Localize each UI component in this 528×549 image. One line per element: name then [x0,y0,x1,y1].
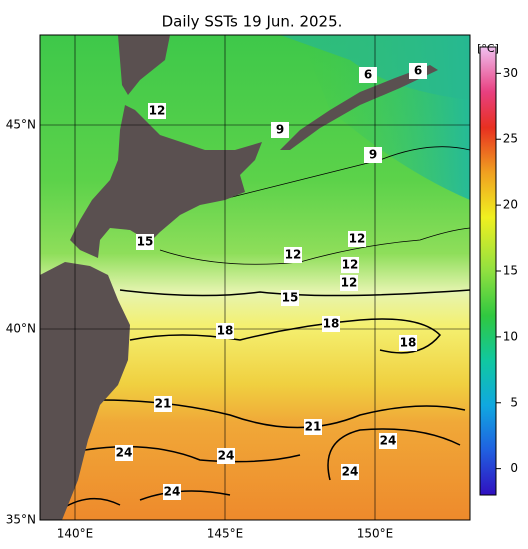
contour-label-box [359,67,377,83]
contour-label: 21 [305,420,322,434]
contour-label-box [163,484,181,500]
lon-label: 140°E [57,527,94,541]
contour-label-box [341,257,359,273]
contour-label: 24 [164,485,181,499]
lat-label: 45°N [6,118,36,132]
lat-label: 35°N [6,513,36,527]
contour-label: 15 [282,291,299,305]
contour-label: 24 [380,434,397,448]
contour-label-box [136,234,154,250]
contour-label: 18 [217,324,234,338]
contour-label: 12 [285,248,302,262]
contour-label: 6 [414,64,422,78]
lat-label: 40°N [6,322,36,336]
contour-label: 18 [323,317,340,331]
contour-label-box [341,464,359,480]
colorbar-tick-label: 30 [503,66,518,80]
contour-label-box [216,323,234,339]
map-title: Daily SSTs 19 Jun. 2025. [162,13,343,31]
contour-label: 9 [276,123,284,137]
contour-label: 24 [342,465,359,479]
contour-label-box [115,445,133,461]
contour-label: 9 [369,148,377,162]
contour-label-box [304,419,322,435]
land [40,35,438,520]
contour-label: 21 [155,397,172,411]
contour-label-box [154,396,172,412]
contour-label-box [148,103,166,119]
contour-label-box [271,122,289,138]
contour-label-box [364,147,382,163]
contour-label-box [217,448,235,464]
contour-label: 12 [149,104,166,118]
contour-label-box [348,231,366,247]
contour-label-box [379,433,397,449]
lon-label: 145°E [207,527,244,541]
contour-label-box [399,335,417,351]
contour-label: 24 [218,449,235,463]
colorbar [479,46,497,496]
contour-label: 12 [349,232,366,246]
colorbar-tick-label: 15 [503,264,518,278]
contour-label: 12 [342,258,359,272]
contour-label: 12 [341,276,358,290]
colorbar-tick-label: 0 [510,461,518,475]
colorbar-tick-label: 10 [503,329,518,343]
colorbar-tick-label: 25 [503,132,518,146]
colorbar-unit: [°C] [477,42,499,55]
map-frame [39,34,471,521]
lon-label: 150°E [357,527,394,541]
contour-label-box [340,275,358,291]
contour-label: 15 [137,235,154,249]
contour-label-box [409,63,427,79]
contour-label: 18 [400,336,417,350]
colorbar-tick-label: 5 [510,395,518,409]
contour-label: 24 [116,446,133,460]
colorbar-tick-label: 20 [503,198,518,212]
contour-label: 6 [364,68,372,82]
contour-label-box [322,316,340,332]
graticule [40,35,470,520]
contour-label-box [284,247,302,263]
contour-label-box [281,290,299,306]
